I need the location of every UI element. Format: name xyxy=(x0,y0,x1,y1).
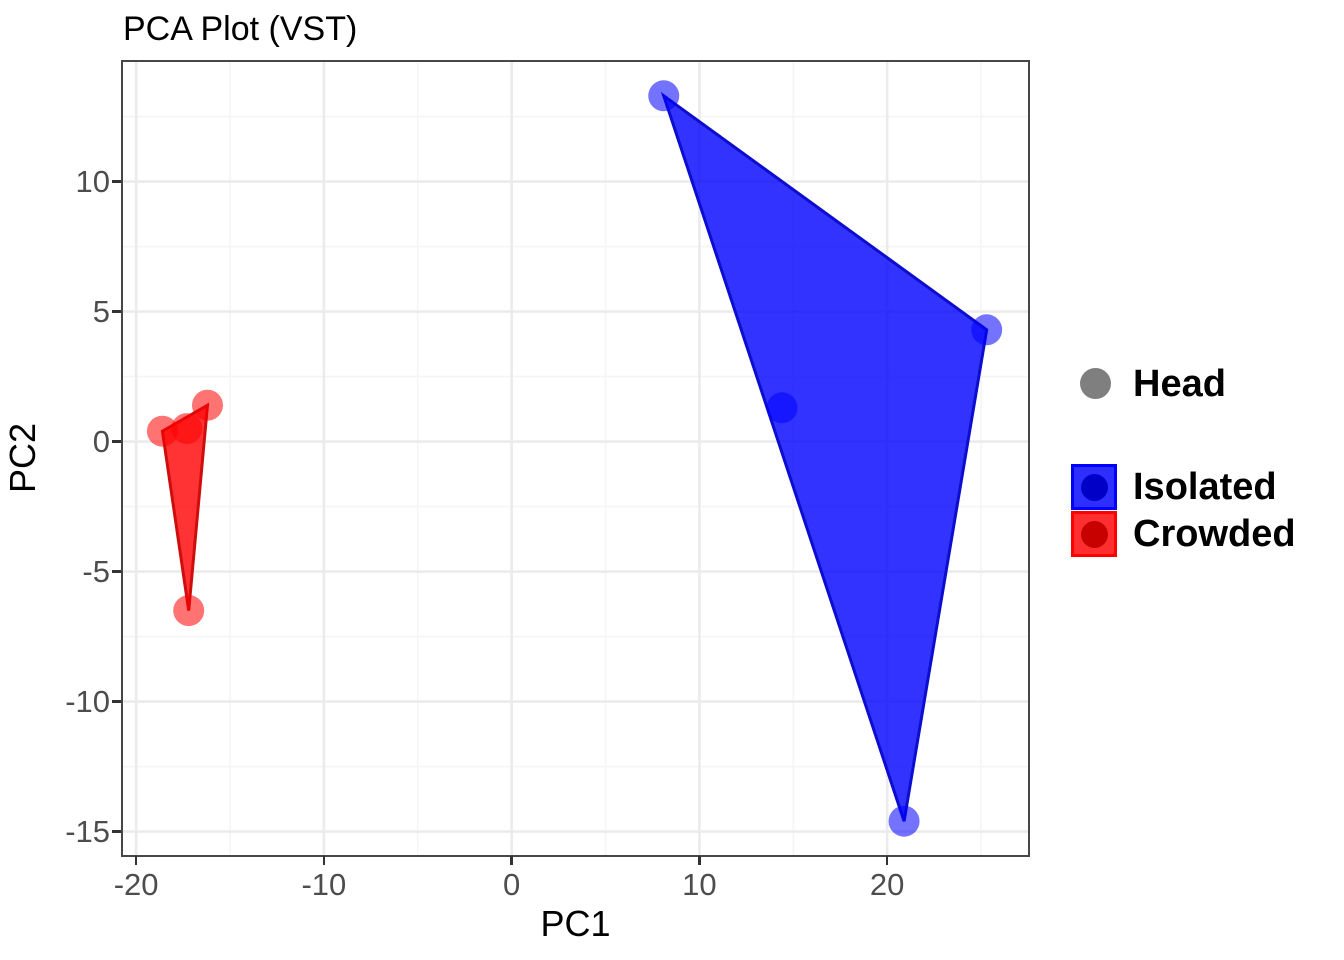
y-tick-mark xyxy=(112,700,121,703)
plot-panel xyxy=(121,60,1030,857)
x-tick-label: -20 xyxy=(113,867,159,902)
x-axis-title: PC1 xyxy=(540,903,611,944)
y-tick-label: -10 xyxy=(65,683,110,719)
y-tick-label: 0 xyxy=(92,423,110,459)
x-tick-mark xyxy=(698,856,701,865)
y-tick-label: -15 xyxy=(65,813,110,849)
y-tick-mark xyxy=(112,440,121,443)
data-point-crowded xyxy=(171,413,203,445)
y-axis-title: PC2 xyxy=(2,422,43,494)
y-tick-label: 5 xyxy=(92,293,110,329)
y-tick-mark xyxy=(112,310,121,313)
legend-isolated-point-icon xyxy=(1080,473,1108,501)
x-tick-label: 10 xyxy=(682,867,717,902)
hull-polygon-isolated xyxy=(660,91,989,822)
legend-key-isolated xyxy=(1071,464,1117,510)
y-tick-mark xyxy=(112,180,121,183)
data-point-crowded xyxy=(146,415,178,447)
y-tick-mark xyxy=(112,570,121,573)
legend-label-head: Head xyxy=(1133,363,1226,405)
x-tick-label: 0 xyxy=(503,867,521,902)
legend-label-crowded: Crowded xyxy=(1133,513,1296,555)
data-point-isolated xyxy=(888,805,920,837)
x-tick-mark xyxy=(134,856,138,865)
y-tick-label: -5 xyxy=(82,553,110,589)
data-point-crowded xyxy=(191,389,223,421)
legend-label-isolated: Isolated xyxy=(1133,466,1277,508)
data-point-isolated xyxy=(971,314,1003,346)
data-point-isolated xyxy=(648,80,680,112)
data-point-crowded xyxy=(173,595,205,627)
legend-key-crowded xyxy=(1071,511,1117,557)
plot-title: PCA Plot (VST) xyxy=(123,10,358,48)
plot-canvas xyxy=(123,62,1028,855)
legend-crowded-point-icon xyxy=(1080,520,1108,548)
y-tick-label: 10 xyxy=(75,163,110,199)
x-tick-mark xyxy=(322,856,326,865)
x-tick-label: 20 xyxy=(869,867,905,902)
legend-head-point-icon xyxy=(1080,368,1111,399)
x-tick-mark xyxy=(510,856,513,865)
y-tick-mark xyxy=(112,830,121,833)
data-point-isolated xyxy=(766,392,798,424)
x-tick-mark xyxy=(885,856,889,865)
x-tick-label: -10 xyxy=(301,867,347,902)
